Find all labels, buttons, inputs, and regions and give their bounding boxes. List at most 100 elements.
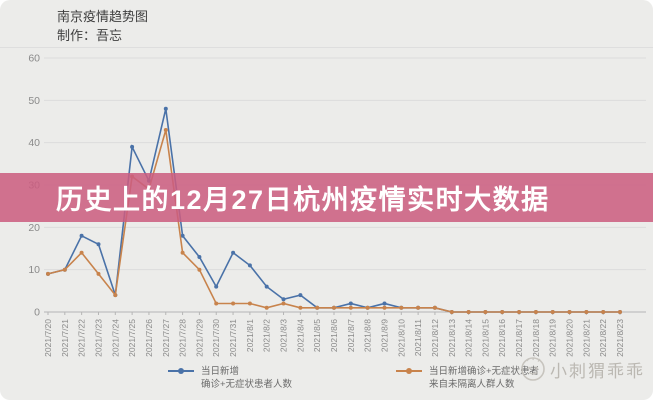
x-axis-tick-label: 2021/7/20: [43, 319, 53, 357]
x-axis-tick-label: 2021/8/11: [413, 319, 423, 356]
chart-header: 南京疫情趋势图 制作：吾忘: [57, 7, 148, 45]
data-point: [163, 128, 168, 132]
y-axis-tick-label: 20: [28, 222, 40, 234]
data-point: [315, 305, 320, 310]
legend-label: 当日新增确诊+无症状患者 来自未隔离人群人数: [429, 366, 540, 390]
data-point: [432, 305, 437, 310]
data-point: [500, 310, 505, 314]
hedgehog-logo-icon: [521, 357, 545, 381]
legend-marker-blue: [168, 368, 194, 374]
data-point: [264, 305, 269, 310]
data-point: [62, 267, 67, 272]
chart-title: 南京疫情趋势图: [57, 9, 149, 24]
data-point: [466, 310, 471, 314]
x-axis-tick-label: 2021/8/15: [480, 319, 490, 357]
x-axis-tick-label: 2021/8/22: [598, 319, 608, 357]
legend-label: 当日新增 确诊+无症状患者人数: [201, 366, 293, 390]
x-axis-tick-label: 2021/8/23: [615, 319, 625, 357]
data-point: [180, 233, 185, 238]
data-point: [247, 301, 252, 306]
data-point: [618, 310, 622, 314]
data-point: [382, 305, 387, 310]
x-axis-tick-label: 2021/8/3: [279, 319, 289, 352]
legend-marker-orange: [396, 368, 422, 374]
data-point: [214, 284, 219, 289]
data-point: [130, 144, 135, 149]
x-axis-tick-label: 2021/8/8: [363, 319, 373, 352]
x-axis-tick-label: 2021/7/23: [93, 319, 103, 357]
x-axis-tick-label: 2021/8/1: [245, 319, 255, 352]
x-axis-tick-label: 2021/8/2: [262, 319, 272, 352]
x-axis-tick-label: 2021/8/12: [430, 319, 440, 357]
data-point: [231, 250, 236, 255]
x-axis-tick-label: 2021/7/31: [228, 319, 238, 357]
x-axis-tick-label: 2021/8/10: [396, 319, 406, 357]
data-point: [163, 106, 168, 111]
data-point: [96, 242, 101, 247]
x-axis-tick-label: 2021/8/20: [565, 319, 575, 357]
data-point: [247, 263, 252, 268]
watermark: 小刺猬乖乖: [520, 356, 645, 382]
data-point: [298, 293, 303, 298]
x-axis-tick-label: 2021/7/30: [211, 319, 221, 357]
x-axis-tick-label: 2021/7/28: [178, 319, 188, 357]
y-axis-tick-label: 60: [28, 53, 40, 65]
y-axis-tick-label: 10: [28, 264, 40, 276]
data-point: [348, 301, 353, 306]
data-point: [79, 250, 84, 255]
data-point: [46, 271, 50, 276]
legend-entry-daily-new: 当日新增 确诊+无症状患者人数: [168, 365, 292, 391]
data-point: [264, 284, 269, 289]
data-point: [197, 255, 202, 259]
x-axis-tick-label: 2021/8/5: [312, 319, 322, 352]
x-axis-tick-label: 2021/8/18: [531, 319, 541, 357]
header-divider: [0, 47, 653, 48]
data-point: [79, 233, 84, 238]
data-point: [365, 305, 370, 310]
data-point: [197, 267, 202, 272]
data-point: [298, 305, 303, 310]
x-axis-tick-label: 2021/7/29: [194, 319, 204, 357]
data-point: [601, 310, 606, 314]
data-point: [332, 305, 336, 310]
x-axis-tick-label: 2021/8/21: [581, 319, 591, 357]
data-point: [416, 305, 421, 310]
x-axis-tick-label: 2021/8/13: [447, 319, 457, 357]
data-point: [231, 301, 236, 306]
x-axis-tick-label: 2021/8/14: [464, 319, 474, 357]
watermark-text: 小刺猬乖乖: [550, 361, 645, 381]
x-axis-tick-label: 2021/7/21: [60, 319, 70, 357]
data-point: [399, 305, 404, 310]
x-axis-tick-label: 2021/8/9: [379, 319, 389, 352]
data-point: [550, 310, 555, 314]
x-axis-tick-label: 2021/8/4: [295, 319, 305, 352]
data-point: [214, 301, 219, 306]
y-axis-tick-label: 50: [28, 95, 40, 107]
y-axis-tick-label: 40: [28, 137, 40, 149]
x-axis-tick-label: 2021/7/24: [110, 319, 120, 357]
x-axis-tick-label: 2021/7/26: [144, 319, 154, 357]
legend-entry-non-quarantine: 当日新增确诊+无症状患者 来自未隔离人群人数: [396, 365, 539, 391]
data-point: [96, 271, 101, 276]
x-axis-tick-label: 2021/8/6: [329, 319, 339, 352]
x-axis-tick-label: 2021/8/19: [548, 319, 558, 357]
data-point: [567, 310, 572, 314]
data-point: [281, 301, 286, 306]
data-point: [533, 310, 538, 314]
data-point: [517, 310, 522, 314]
x-axis-tick-label: 2021/8/7: [346, 319, 356, 352]
data-point: [113, 293, 118, 298]
data-point: [382, 301, 387, 306]
data-point: [348, 305, 353, 310]
y-axis-tick-label: 0: [34, 307, 40, 319]
x-axis-tick-label: 2021/8/16: [497, 319, 507, 357]
x-axis-tick-label: 2021/7/27: [161, 319, 171, 357]
x-axis-tick-label: 2021/8/17: [514, 319, 524, 357]
headline-banner: 历史上的12月27日杭州疫情实时大数据: [0, 173, 653, 222]
x-axis-tick-label: 2021/7/25: [127, 319, 137, 357]
data-point: [584, 310, 589, 314]
data-point: [281, 297, 286, 302]
x-axis-tick-label: 2021/7/22: [77, 319, 87, 357]
data-point: [449, 310, 454, 314]
